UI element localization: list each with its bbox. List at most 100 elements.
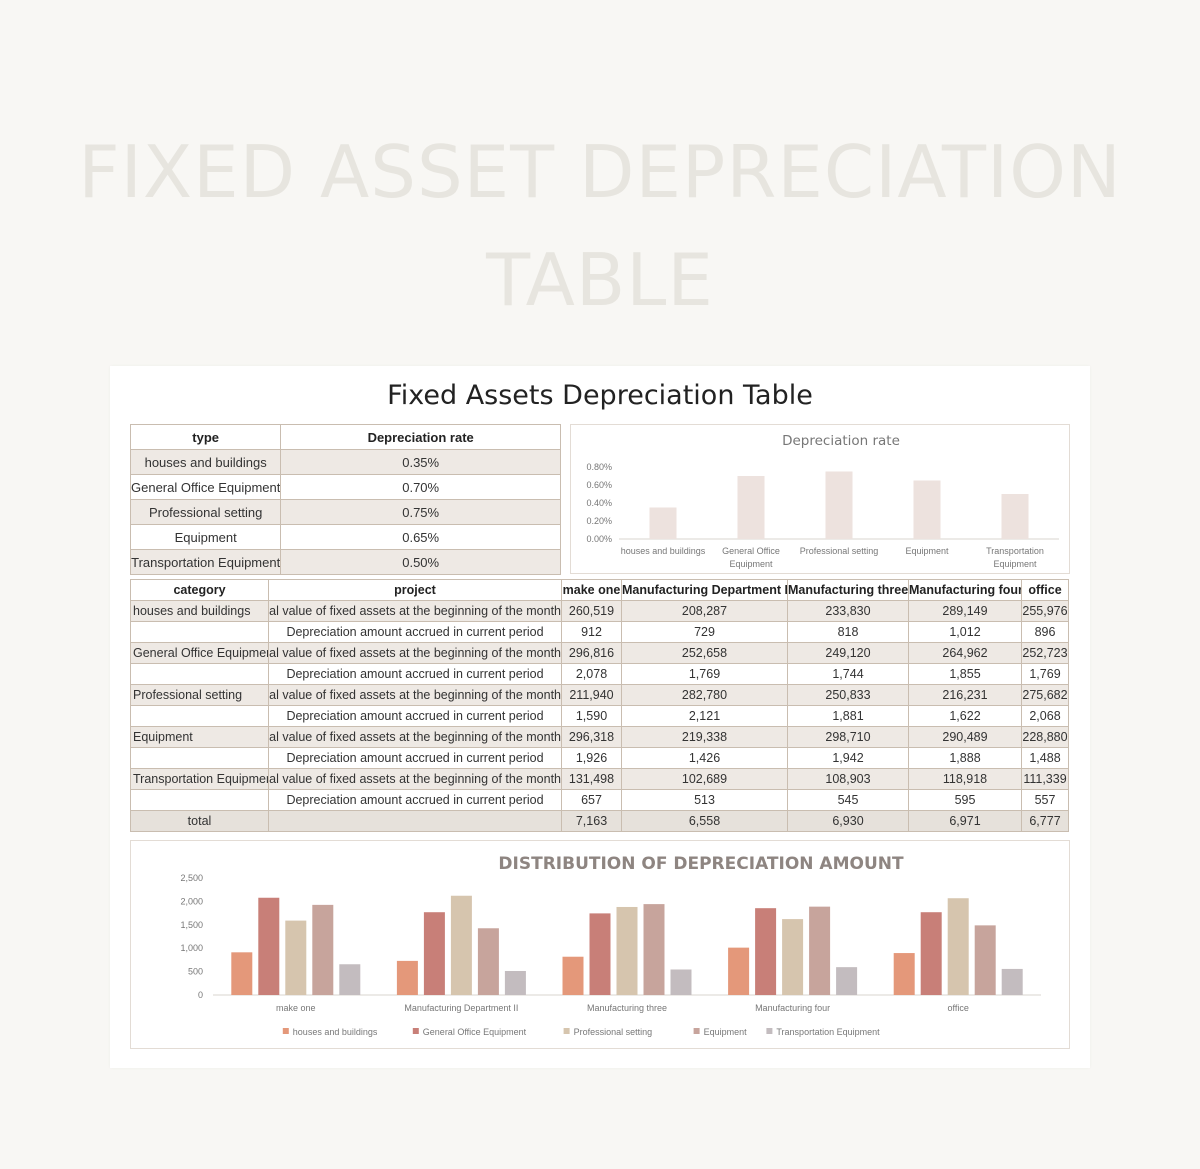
value-cell: 1,426 [621,747,788,769]
value-cell: 289,149 [908,600,1022,622]
column-header-category: category [130,579,269,601]
value-cell: 1,855 [908,663,1022,685]
table-row: Professional settingOriginal value of fi… [130,684,1069,706]
rate-value-cell: 0.75% [280,499,561,525]
dist-bar-equipment [974,925,996,995]
column-header-office: office [1021,579,1069,601]
depreciation-table: category project make one Manufacturing Dep… [130,579,1069,832]
value-cell: 1,769 [621,663,788,685]
value-cell: 208,287 [621,600,788,622]
value-cell: 250,833 [787,684,909,706]
value-cell: 545 [787,789,909,811]
value-cell: 260,519 [561,600,622,622]
project-cell: Original value of fixed assets at the be… [268,642,562,664]
rate-x-tick-label: Professional setting [800,546,879,556]
dist-bar-general-office-equipment [755,908,777,995]
value-cell: 233,830 [787,600,909,622]
dist-bar-professional-setting [947,898,969,995]
legend-label: Equipment [704,1027,748,1037]
hero-title: FIXED ASSET DEPRECIATION TABLE [78,130,1122,322]
table-row: EquipmentOriginal value of fixed assets … [130,726,1069,748]
category-cell [130,789,269,811]
value-cell: 912 [561,621,622,643]
value-cell: 111,339 [1021,768,1069,790]
dist-bar-professional-setting [285,920,307,995]
project-cell: Original value of fixed assets at the be… [268,768,562,790]
rate-bar [913,480,941,539]
dist-y-tick-label: 1,000 [180,943,203,953]
dist-y-tick-label: 500 [188,967,203,977]
column-header-project: project [268,579,562,601]
value-cell: 219,338 [621,726,788,748]
table-row: Depreciation amount accrued in current p… [130,621,1069,643]
value-cell: 6,777 [1021,810,1069,832]
value-cell: 1,881 [787,705,909,727]
rate-header-rate: Depreciation rate [280,424,561,450]
value-cell: 252,658 [621,642,788,664]
legend-swatch [766,1028,773,1034]
value-cell: 2,121 [621,705,788,727]
value-cell: 2,078 [561,663,622,685]
category-cell: Professional setting [130,684,269,706]
value-cell: 249,120 [787,642,909,664]
legend-label: houses and buildings [293,1027,378,1037]
dist-bar-transportation-equipment [504,970,526,995]
value-cell: 216,231 [908,684,1022,706]
rate-row: General Office Equipment 0.70% [129,474,561,500]
category-cell: houses and buildings [130,600,269,622]
dist-x-tick-label: Manufacturing Department II [404,1003,518,1013]
column-header-make-one: make one [561,579,622,601]
rate-row: houses and buildings 0.35% [129,449,561,475]
legend-swatch [412,1028,419,1034]
rate-value-cell: 0.70% [280,474,561,500]
distribution-svg: DISTRIBUTION OF DEPRECIATION AMOUNT 0 500 1… [180,854,1041,1037]
dist-bar-general-office-equipment [589,913,611,995]
dist-y-tick-label: 2,000 [180,896,203,906]
project-cell [268,810,562,832]
dist-bar-houses-and-buildings [396,960,418,995]
dist-bar-general-office-equipment [423,912,445,995]
dist-bar-general-office-equipment [920,912,942,995]
dist-bar-houses-and-buildings [893,953,915,995]
table-row: Depreciation amount accrued in current p… [130,789,1069,811]
project-cell: Depreciation amount accrued in current p… [268,663,562,685]
dist-y-tick-label: 1,500 [180,920,203,930]
table-row: Depreciation amount accrued in current p… [130,705,1069,727]
spreadsheet-card: Fixed Assets Depreciation Table type Dep… [110,366,1090,1068]
value-cell: 1,488 [1021,747,1069,769]
rate-type-cell: houses and buildings [129,449,282,475]
dist-bar-equipment [312,904,334,995]
dist-x-tick-label: make one [276,1003,316,1013]
value-cell: 557 [1021,789,1069,811]
category-cell: total [130,810,269,832]
project-cell: Original value of fixed assets at the be… [268,600,562,622]
value-cell: 818 [787,621,909,643]
legend-swatch [693,1028,700,1034]
dist-bar-professional-setting [450,895,472,995]
value-cell: 296,318 [561,726,622,748]
rate-type-cell: Professional setting [129,499,282,525]
dist-x-tick-label: Manufacturing three [587,1003,667,1013]
category-cell: Transportation Equipment [130,768,269,790]
table-row: houses and buildingsOriginal value of fi… [130,600,1069,622]
category-cell [130,747,269,769]
rate-y-tick-label: 0.00% [586,534,612,544]
category-cell: Equipment [130,726,269,748]
rate-x-tick-label: Equipment [729,559,773,569]
rate-x-tick-label: Transportation [986,546,1044,556]
dist-bar-general-office-equipment [258,897,280,995]
value-cell: 282,780 [621,684,788,706]
value-cell: 657 [561,789,622,811]
legend-swatch [282,1028,289,1034]
value-cell: 1,926 [561,747,622,769]
table-row: Depreciation amount accrued in current p… [130,747,1069,769]
value-cell: 255,976 [1021,600,1069,622]
value-cell: 6,971 [908,810,1022,832]
value-cell: 211,940 [561,684,622,706]
value-cell: 2,068 [1021,705,1069,727]
table-row: General Office EquipmentOriginal value o… [130,642,1069,664]
value-cell: 264,962 [908,642,1022,664]
distribution-chart: DISTRIBUTION OF DEPRECIATION AMOUNT 0 500 1… [130,840,1070,1049]
rate-bar [649,507,677,539]
table-row: Transportation EquipmentOriginal value o… [130,768,1069,790]
